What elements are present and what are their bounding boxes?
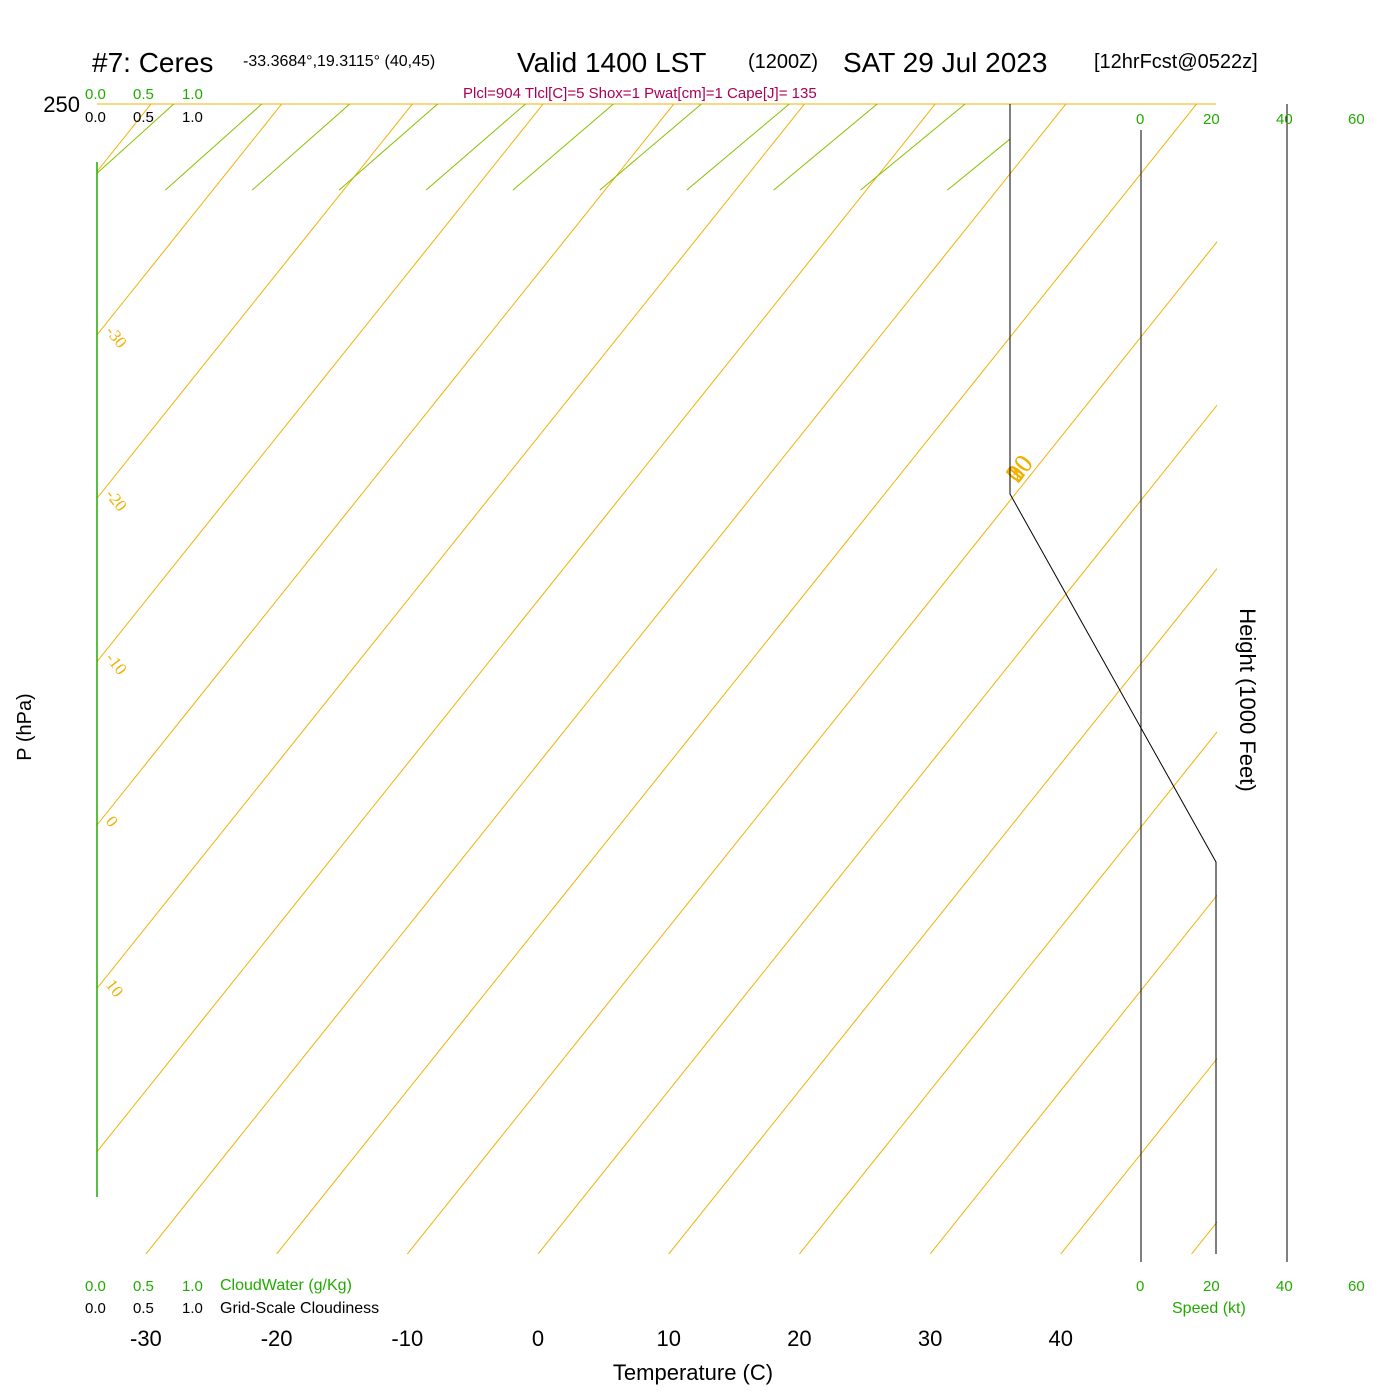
cloudwater-scale-top-0: 0.0: [85, 86, 106, 103]
isotherm-label: 30: [1000, 449, 1039, 487]
temperature-tick-label: 30: [918, 1326, 942, 1351]
speed-scale-top-0: 0: [1136, 111, 1144, 128]
cloudiness-scale-top-1: 0.5: [133, 109, 154, 126]
cloudiness-scale-top-0: 0.0: [85, 109, 106, 126]
cloudwater-scale-top-1: 0.5: [133, 86, 154, 103]
cloudwater-label: CloudWater (g/Kg): [220, 1277, 352, 1294]
dry-adiabat-line: [1382, 0, 1400, 190]
isotherm-label: -10: [102, 649, 131, 679]
cloudiness-scale-bottom-1: 0.5: [133, 1300, 154, 1317]
speed-axis-label: Speed (kt): [1172, 1300, 1246, 1317]
cloudwater-scale-bottom-2: 1.0: [182, 1278, 203, 1295]
forecast-info: [12hrFcst@0522z]: [1094, 51, 1258, 73]
isotherm-line: [929, 894, 1217, 1254]
dry-adiabat-line: [1208, 0, 1400, 190]
isotherm-label: 10: [102, 976, 127, 1001]
isotherm-lines: [0, 104, 1217, 1254]
isotherm-line: [799, 731, 1217, 1254]
temperature-tick-label: 10: [656, 1326, 680, 1351]
isotherm-line: [276, 104, 1197, 1254]
dry-adiabat-line: [1034, 0, 1400, 190]
isotherm-line: [97, 104, 805, 990]
y-axis-title: P (hPa): [14, 693, 36, 760]
cloudiness-scale-bottom-2: 1.0: [182, 1300, 203, 1317]
isotherm-line: [0, 104, 20, 1254]
speed-scale-bottom-1: 20: [1203, 1278, 1220, 1295]
temperature-tick-label: -30: [130, 1326, 162, 1351]
x-axis-title: Temperature (C): [613, 1360, 773, 1385]
station-title: #7: Ceres: [92, 47, 213, 78]
speed-scale-top-1: 20: [1203, 111, 1220, 128]
pressure-tick-label: 250: [43, 92, 80, 117]
isotherm-line: [97, 104, 413, 500]
isotherm-line: [537, 404, 1217, 1254]
temperature-tick-label: 40: [1049, 1326, 1073, 1351]
isotherm-line: [97, 104, 152, 173]
isotherm-line: [1060, 1057, 1217, 1254]
isotherm-label: -30: [102, 322, 131, 352]
isotherm-line: [97, 104, 283, 336]
isotherm-line: [97, 104, 544, 663]
isotherm-line: [97, 104, 675, 826]
plot-frame: [1009, 104, 1217, 1254]
isotherm-line: [97, 104, 936, 1153]
isotherm-line: [668, 567, 1217, 1254]
station-coords: -33.3684°,19.3115° (40,45): [243, 53, 435, 70]
temperature-tick-label: 20: [787, 1326, 811, 1351]
isotherm-line: [145, 104, 1067, 1254]
pressure-tick-labels: 2503004005007008501000: [43, 92, 80, 117]
isotherm-line: [406, 241, 1217, 1254]
valid-time: Valid 1400 LST: [517, 47, 706, 78]
isotherm-label: -20: [102, 486, 131, 516]
dry-adiabat-line: [1295, 0, 1400, 190]
speed-scale-top-3: 60: [1348, 111, 1365, 128]
temperature-tick-labels: -30 -20 -10 0 10 20 30 40: [130, 1326, 1073, 1351]
moist-adiabat-line: [1286, 0, 1400, 104]
cloudiness-label: Grid-Scale Cloudiness: [220, 1300, 379, 1317]
cloudwater-scale-bottom-0: 0.0: [85, 1278, 106, 1295]
utc-time: (1200Z): [748, 51, 818, 73]
height-axis-title: Height (1000 Feet): [1235, 608, 1260, 791]
speed-scale-bottom-2: 40: [1276, 1278, 1293, 1295]
dry-adiabat-line: [1121, 0, 1400, 190]
speed-scale-top-2: 40: [1276, 111, 1293, 128]
cloudwater-scale-top-2: 1.0: [182, 86, 203, 103]
isotherm-line: [1191, 1221, 1217, 1254]
cloudiness-scale-bottom-0: 0.0: [85, 1300, 106, 1317]
valid-date: SAT 29 Jul 2023: [843, 47, 1047, 78]
isobar-lines: [97, 103, 1216, 105]
cloudiness-scale-top-2: 1.0: [182, 109, 203, 126]
dry-adiabat-line: [860, 104, 966, 191]
dry-adiabat-line: [251, 104, 351, 191]
temperature-tick-label: -10: [391, 1326, 423, 1351]
speed-scale-bottom-0: 0: [1136, 1278, 1144, 1295]
temperature-tick-label: 0: [532, 1326, 544, 1351]
cloudwater-scale-bottom-1: 0.5: [133, 1278, 154, 1295]
speed-scale-bottom-3: 60: [1348, 1278, 1365, 1295]
stability-indices: Plcl=904 Tlcl[C]=5 Shox=1 Pwat[cm]=1 Cap…: [463, 85, 817, 102]
dry-adiabat-line: [773, 104, 878, 191]
temperature-tick-label: -20: [261, 1326, 293, 1351]
dry-adiabat-line: [947, 138, 1010, 191]
